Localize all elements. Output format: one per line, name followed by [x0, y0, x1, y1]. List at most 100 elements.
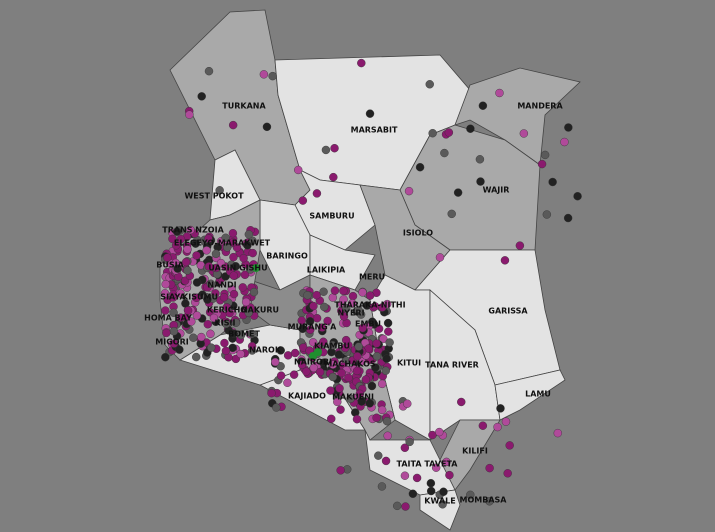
point-marker[interactable]: [335, 384, 344, 393]
point-marker[interactable]: [243, 241, 252, 250]
point-marker[interactable]: [320, 302, 329, 312]
point-marker[interactable]: [298, 196, 308, 205]
point-marker[interactable]: [189, 333, 198, 342]
county-lamu[interactable]: [494, 369, 566, 421]
county-laikipia[interactable]: [309, 234, 376, 291]
point-marker[interactable]: [173, 264, 182, 273]
point-marker[interactable]: [383, 431, 392, 440]
point-marker[interactable]: [372, 339, 381, 348]
point-marker[interactable]: [515, 241, 525, 250]
point-marker[interactable]: [368, 317, 377, 326]
point-marker[interactable]: [478, 101, 488, 110]
point-marker[interactable]: [220, 338, 229, 348]
point-marker[interactable]: [228, 229, 238, 238]
point-marker[interactable]: [438, 500, 447, 509]
point-marker[interactable]: [496, 404, 505, 413]
point-marker[interactable]: [276, 371, 286, 380]
point-marker[interactable]: [444, 128, 454, 137]
point-marker[interactable]: [204, 262, 214, 271]
point-marker[interactable]: [348, 291, 358, 301]
point-marker[interactable]: [560, 137, 569, 147]
point-marker[interactable]: [240, 270, 250, 279]
point-marker[interactable]: [171, 241, 181, 250]
point-marker[interactable]: [393, 501, 402, 511]
point-marker[interactable]: [365, 399, 374, 408]
point-marker[interactable]: [323, 316, 332, 326]
point-marker[interactable]: [309, 338, 318, 347]
point-marker[interactable]: [381, 456, 391, 466]
point-marker[interactable]: [231, 262, 240, 271]
point-marker[interactable]: [408, 489, 418, 498]
point-marker[interactable]: [290, 348, 300, 358]
point-marker[interactable]: [573, 192, 582, 201]
point-marker[interactable]: [219, 293, 229, 302]
point-marker[interactable]: [346, 394, 355, 404]
point-marker[interactable]: [303, 291, 312, 300]
point-marker[interactable]: [365, 109, 375, 118]
point-marker[interactable]: [209, 313, 219, 323]
point-marker[interactable]: [160, 289, 170, 298]
point-marker[interactable]: [229, 252, 238, 262]
point-marker[interactable]: [309, 301, 318, 311]
point-marker[interactable]: [192, 293, 201, 302]
point-marker[interactable]: [435, 253, 445, 262]
point-marker[interactable]: [192, 352, 201, 362]
point-marker[interactable]: [466, 490, 475, 500]
point-marker[interactable]: [500, 256, 510, 265]
point-marker[interactable]: [197, 332, 206, 342]
point-marker[interactable]: [192, 278, 202, 287]
point-marker[interactable]: [333, 397, 342, 407]
point-marker[interactable]: [342, 303, 351, 313]
point-marker[interactable]: [453, 188, 463, 197]
point-marker[interactable]: [162, 328, 171, 338]
point-marker[interactable]: [382, 354, 391, 363]
point-marker[interactable]: [283, 378, 292, 387]
point-marker[interactable]: [367, 381, 377, 391]
point-marker[interactable]: [161, 352, 170, 362]
point-marker[interactable]: [352, 366, 362, 376]
point-marker[interactable]: [186, 225, 195, 235]
point-marker[interactable]: [519, 129, 529, 138]
point-marker[interactable]: [426, 479, 436, 488]
point-marker[interactable]: [298, 324, 307, 334]
point-marker[interactable]: [272, 403, 281, 412]
point-marker[interactable]: [228, 120, 238, 130]
point-marker[interactable]: [412, 473, 422, 483]
point-marker[interactable]: [382, 299, 392, 309]
point-marker[interactable]: [229, 271, 238, 280]
point-marker[interactable]: [175, 345, 184, 354]
point-marker[interactable]: [202, 246, 211, 255]
point-marker[interactable]: [548, 177, 557, 187]
point-marker[interactable]: [187, 317, 196, 326]
point-marker[interactable]: [312, 314, 322, 323]
point-marker[interactable]: [425, 80, 434, 89]
point-marker[interactable]: [248, 248, 257, 258]
point-marker[interactable]: [206, 329, 215, 338]
point-marker[interactable]: [415, 163, 425, 172]
point-marker[interactable]: [328, 341, 337, 350]
point-marker[interactable]: [231, 318, 241, 327]
point-marker[interactable]: [312, 290, 321, 300]
point-marker[interactable]: [169, 327, 179, 336]
point-marker[interactable]: [228, 238, 238, 247]
point-marker[interactable]: [192, 311, 202, 320]
point-marker[interactable]: [447, 209, 456, 219]
point-marker[interactable]: [348, 299, 357, 308]
point-marker[interactable]: [319, 287, 328, 296]
point-marker[interactable]: [339, 312, 349, 321]
point-marker[interactable]: [314, 348, 322, 356]
point-marker[interactable]: [358, 288, 367, 297]
point-marker[interactable]: [339, 286, 348, 296]
point-marker[interactable]: [540, 150, 550, 160]
point-marker[interactable]: [222, 303, 231, 312]
point-marker[interactable]: [336, 466, 345, 475]
point-marker[interactable]: [501, 417, 511, 426]
point-marker[interactable]: [341, 335, 351, 345]
point-marker[interactable]: [176, 289, 185, 298]
point-marker[interactable]: [197, 92, 206, 101]
point-marker[interactable]: [249, 287, 259, 297]
point-marker[interactable]: [357, 58, 366, 68]
point-marker[interactable]: [445, 470, 454, 480]
point-marker[interactable]: [440, 148, 449, 158]
point-marker[interactable]: [334, 350, 344, 359]
